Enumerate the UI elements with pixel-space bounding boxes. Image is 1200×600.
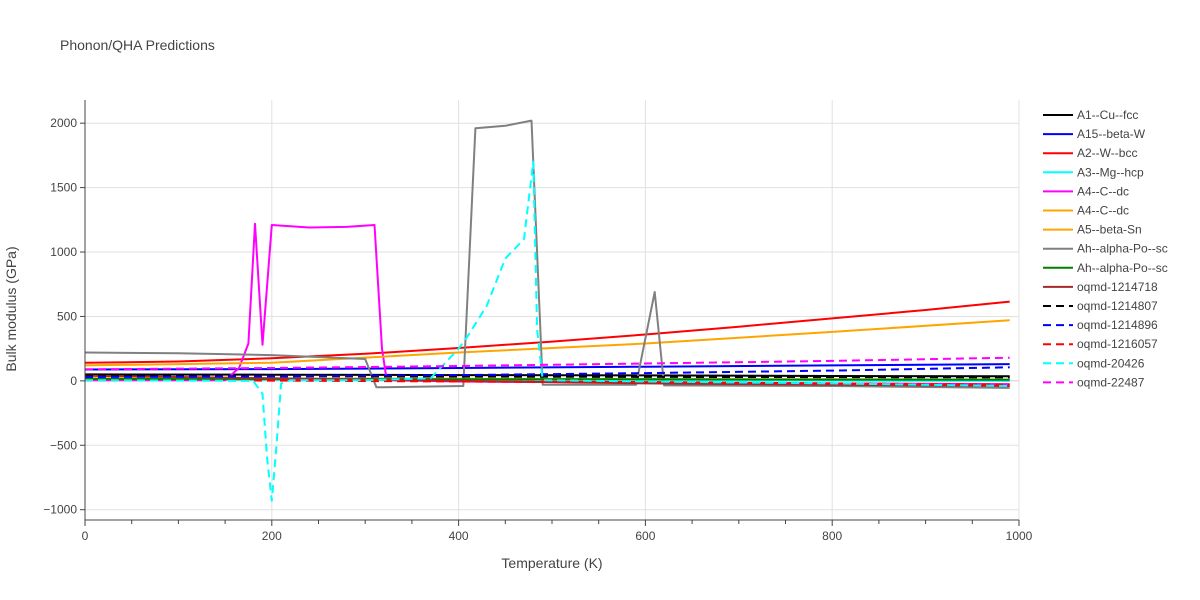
legend-item[interactable]: oqmd-22487: [1043, 375, 1145, 389]
y-tick-label: 500: [57, 309, 77, 323]
series-line-5: [84, 319, 1010, 367]
y-tick-labels: −1000 −500 0 500 1000 1500 2000: [43, 116, 77, 517]
legend-label: oqmd-1214718: [1077, 280, 1158, 294]
legend-item[interactable]: A5--beta-Sn: [1043, 223, 1142, 237]
x-tick-label: 800: [822, 529, 842, 543]
legend-label: oqmd-1214807: [1077, 299, 1158, 313]
grid: [85, 100, 1020, 520]
legend-label: A5--beta-Sn: [1077, 223, 1142, 237]
legend-item[interactable]: A15--beta-W: [1043, 127, 1146, 141]
legend-item[interactable]: oqmd-20426: [1043, 356, 1145, 370]
chart-title: Phonon/QHA Predictions: [60, 37, 215, 53]
legend-item[interactable]: oqmd-1214896: [1043, 318, 1158, 332]
legend[interactable]: A1--Cu--fcc A15--beta-W A2--W--bcc A3--Mg--…: [1043, 108, 1168, 389]
x-axis-title: Temperature (K): [501, 555, 602, 571]
legend-item[interactable]: oqmd-1214807: [1043, 299, 1158, 313]
series-line-2: [84, 300, 1010, 364]
y-tick-label: 0: [70, 374, 77, 388]
legend-label: A1--Cu--fcc: [1077, 108, 1138, 122]
legend-item[interactable]: A4--C--dc: [1043, 184, 1129, 198]
legend-item[interactable]: Ah--alpha-Po--sc: [1043, 261, 1168, 275]
legend-item[interactable]: Ah--alpha-Po--sc: [1043, 242, 1168, 256]
x-tick-label: 1000: [1006, 529, 1033, 543]
legend-label: Ah--alpha-Po--sc: [1077, 242, 1168, 256]
x-tick-label: 400: [449, 529, 469, 543]
legend-item[interactable]: A4--C--dc: [1043, 204, 1129, 218]
legend-label: A3--Mg--hcp: [1077, 165, 1144, 179]
legend-label: Ah--alpha-Po--sc: [1077, 261, 1168, 275]
x-tick-label: 200: [262, 529, 282, 543]
y-tick-label: 1500: [50, 181, 77, 195]
x-tick-label: 600: [635, 529, 655, 543]
y-tick-label: −1000: [43, 503, 77, 517]
legend-item[interactable]: A2--W--bcc: [1043, 146, 1137, 160]
x-tick-label: 0: [82, 529, 89, 543]
legend-label: A15--beta-W: [1077, 127, 1146, 141]
legend-item[interactable]: A3--Mg--hcp: [1043, 165, 1144, 179]
y-axis-title: Bulk modulus (GPa): [3, 246, 19, 371]
series-line-1: [84, 363, 1010, 371]
legend-label: oqmd-1214896: [1077, 318, 1158, 332]
series-line-9: [84, 374, 1010, 387]
legend-label: A4--C--dc: [1077, 184, 1129, 198]
series-line-8: [84, 377, 1010, 381]
series-line-7: [84, 119, 1010, 389]
legend-item[interactable]: oqmd-1214718: [1043, 280, 1158, 294]
y-tick-label: 2000: [50, 116, 77, 130]
x-tick-labels: 0 200 400 600 800 1000: [82, 529, 1033, 543]
axes: [80, 100, 1020, 526]
legend-item[interactable]: oqmd-1216057: [1043, 337, 1158, 351]
legend-label: oqmd-20426: [1077, 356, 1145, 370]
series-line-0: [84, 373, 1010, 378]
legend-label: oqmd-22487: [1077, 375, 1145, 389]
legend-label: A4--C--dc: [1077, 204, 1129, 218]
series-line-13: [84, 160, 1010, 502]
y-tick-label: 1000: [50, 245, 77, 259]
y-tick-label: −500: [50, 438, 77, 452]
legend-label: oqmd-1216057: [1077, 337, 1158, 351]
legend-item[interactable]: A1--Cu--fcc: [1043, 108, 1138, 122]
legend-label: A2--W--bcc: [1077, 146, 1137, 160]
plot-area: [84, 119, 1010, 502]
